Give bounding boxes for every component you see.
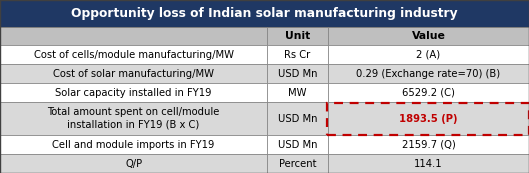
Text: 6529.2 (C): 6529.2 (C) bbox=[402, 88, 455, 98]
Text: Solar capacity installed in FY19: Solar capacity installed in FY19 bbox=[56, 88, 212, 98]
Bar bbox=[0, 0, 529, 27]
Bar bbox=[328, 135, 529, 154]
Text: 114.1: 114.1 bbox=[414, 159, 443, 169]
Text: Q/P: Q/P bbox=[125, 159, 142, 169]
Text: USD Mn: USD Mn bbox=[278, 114, 317, 124]
Text: USD Mn: USD Mn bbox=[278, 69, 317, 79]
Text: Cost of solar manufacturing/MW: Cost of solar manufacturing/MW bbox=[53, 69, 214, 79]
Text: Value: Value bbox=[412, 31, 445, 41]
Bar bbox=[0, 83, 267, 102]
Bar bbox=[267, 102, 328, 135]
Bar bbox=[328, 154, 529, 173]
Bar bbox=[267, 45, 328, 64]
Bar bbox=[327, 103, 529, 135]
Text: Opportunity loss of Indian solar manufacturing industry: Opportunity loss of Indian solar manufac… bbox=[71, 7, 458, 20]
Text: MW: MW bbox=[288, 88, 307, 98]
Text: 1893.5 (P): 1893.5 (P) bbox=[399, 114, 458, 124]
Bar bbox=[267, 64, 328, 83]
Text: Rs Cr: Rs Cr bbox=[285, 50, 311, 60]
Bar bbox=[328, 83, 529, 102]
Bar bbox=[0, 135, 267, 154]
Bar bbox=[0, 154, 267, 173]
Bar bbox=[267, 27, 328, 45]
Bar bbox=[0, 27, 267, 45]
Bar bbox=[0, 64, 267, 83]
Text: Percent: Percent bbox=[279, 159, 316, 169]
Text: Total amount spent on cell/module
installation in FY19 (B x C): Total amount spent on cell/module instal… bbox=[48, 107, 220, 130]
Text: 0.29 (Exchange rate=70) (B): 0.29 (Exchange rate=70) (B) bbox=[357, 69, 500, 79]
Text: USD Mn: USD Mn bbox=[278, 140, 317, 150]
Bar bbox=[0, 45, 267, 64]
Bar bbox=[267, 154, 328, 173]
Bar bbox=[0, 102, 267, 135]
Bar bbox=[328, 45, 529, 64]
Text: Cell and module imports in FY19: Cell and module imports in FY19 bbox=[52, 140, 215, 150]
Text: 2 (A): 2 (A) bbox=[416, 50, 441, 60]
Bar bbox=[267, 83, 328, 102]
Bar bbox=[328, 102, 529, 135]
Text: Unit: Unit bbox=[285, 31, 310, 41]
Text: 2159.7 (Q): 2159.7 (Q) bbox=[402, 140, 455, 150]
Text: Cost of cells/module manufacturing/MW: Cost of cells/module manufacturing/MW bbox=[33, 50, 234, 60]
Bar bbox=[267, 135, 328, 154]
Bar bbox=[328, 64, 529, 83]
Bar bbox=[328, 27, 529, 45]
